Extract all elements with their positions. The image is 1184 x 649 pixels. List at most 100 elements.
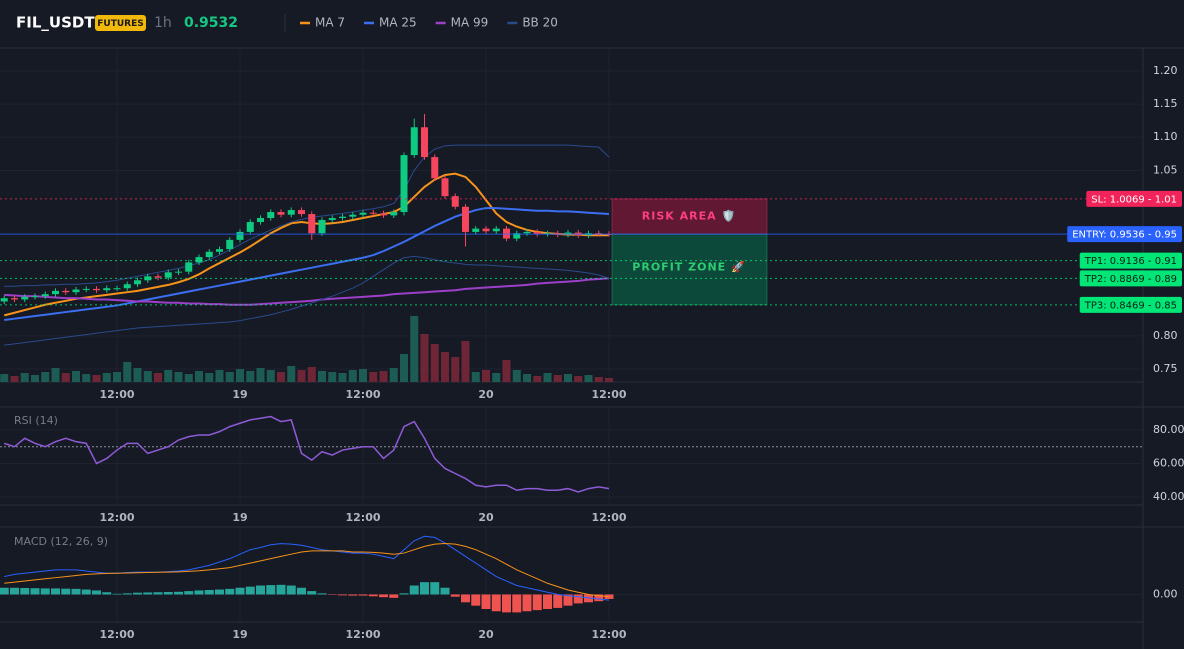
- volume-bar: [113, 372, 121, 382]
- x-tick-label: 12:00: [99, 388, 134, 401]
- histogram-bar: [338, 594, 347, 596]
- volume-bar: [379, 371, 388, 382]
- candle-body: [226, 239, 234, 250]
- candle-body: [533, 231, 541, 234]
- histogram-bar: [420, 582, 429, 595]
- x-tick-label: 19: [232, 628, 247, 641]
- zone-label: RISK AREA 🛡️: [642, 210, 736, 223]
- symbol: FIL_USDT: [16, 14, 95, 32]
- x-tick-label: 19: [232, 388, 247, 401]
- level-tag: [1067, 226, 1182, 243]
- legend-label: MA 7: [315, 16, 345, 30]
- volume-bar: [348, 370, 357, 382]
- volume-bar: [492, 373, 501, 382]
- candle-body: [287, 210, 295, 215]
- candle-body: [308, 214, 316, 234]
- y-tick-label: 1.10: [1153, 130, 1178, 143]
- volume-bar: [543, 373, 552, 382]
- volume-bar: [461, 341, 470, 382]
- candle-body: [31, 296, 39, 298]
- histogram-bar: [276, 584, 286, 595]
- candle-body: [298, 210, 305, 215]
- candle-body: [123, 284, 131, 289]
- volume-bar: [256, 368, 265, 382]
- candle-body: [431, 157, 439, 179]
- histogram-bar: [215, 589, 224, 595]
- x-tick-label: 12:00: [345, 388, 380, 401]
- volume-bar: [553, 375, 562, 382]
- level-tag: [1086, 190, 1182, 207]
- candle-body: [195, 257, 203, 263]
- histogram-bar: [584, 594, 593, 603]
- badge: FUTURES: [97, 19, 143, 29]
- volume-bar: [318, 371, 326, 382]
- histogram-bar: [245, 586, 255, 595]
- volume-bar: [143, 371, 152, 382]
- candle-body: [103, 288, 111, 291]
- histogram-bar: [491, 594, 501, 612]
- candle-body: [164, 272, 172, 278]
- y-tick-label: 1.15: [1153, 97, 1178, 110]
- volume-bar: [574, 376, 583, 382]
- volume-bar: [174, 372, 183, 382]
- histogram-bar: [297, 587, 306, 595]
- candle-body: [175, 271, 182, 273]
- histogram-bar: [286, 585, 296, 595]
- volume-bar: [338, 373, 347, 382]
- volume-bar: [82, 374, 91, 382]
- level-tag-label: TP2: 0.8869 - 0.89: [1084, 274, 1177, 285]
- signal-line: [4, 542, 610, 598]
- histogram-bar: [512, 594, 522, 613]
- candle-body: [41, 294, 49, 297]
- level-tag: [1079, 270, 1182, 287]
- volume-bar: [246, 371, 255, 382]
- histogram-bar: [563, 594, 573, 606]
- volume-bar: [31, 375, 39, 382]
- candle-body: [236, 231, 244, 240]
- candle-body: [441, 178, 449, 197]
- level-tag-label: ENTRY: 0.9536 - 0.95: [1072, 230, 1177, 241]
- histogram-bar: [317, 593, 327, 595]
- candle-body: [339, 216, 346, 219]
- volume-bar: [277, 372, 285, 382]
- candle-body: [113, 288, 121, 290]
- histogram-bar: [471, 594, 481, 606]
- volume-bar: [215, 370, 224, 382]
- legend-label: MA 25: [379, 16, 417, 30]
- y-tick-label: 1.05: [1153, 163, 1178, 176]
- legend-label: MA 99: [451, 16, 489, 30]
- histogram-bar: [502, 594, 511, 613]
- histogram-bar: [61, 588, 71, 595]
- histogram-bar: [532, 594, 542, 611]
- candle-body: [492, 228, 500, 232]
- volume-bar: [20, 373, 29, 382]
- indicator-line: [4, 144, 610, 287]
- volume-bar: [451, 357, 460, 382]
- candle-body: [93, 288, 100, 291]
- volume-bar: [205, 373, 214, 382]
- candle-body: [482, 228, 490, 232]
- candle-body: [462, 206, 469, 232]
- histogram-bar: [153, 592, 163, 595]
- histogram-bar: [143, 592, 153, 595]
- candle-body: [503, 228, 510, 239]
- volume-bar: [389, 368, 398, 382]
- candle-body: [216, 249, 223, 252]
- volume-bar: [523, 374, 531, 382]
- histogram-bar: [379, 594, 388, 598]
- level-tag: [1079, 296, 1182, 313]
- candle-body: [246, 221, 254, 232]
- volume-bar: [10, 376, 19, 382]
- histogram-bar: [133, 592, 142, 595]
- histogram-bar: [10, 587, 19, 595]
- histogram-bar: [409, 585, 419, 595]
- histogram-bar: [184, 591, 194, 595]
- volume-bar: [369, 372, 378, 382]
- volume-bar: [51, 368, 60, 382]
- histogram-bar: [461, 594, 470, 603]
- candle-body: [472, 228, 480, 232]
- rsi-title: RSI (14): [14, 414, 58, 427]
- histogram-bar: [440, 587, 450, 595]
- candle-body: [277, 212, 285, 215]
